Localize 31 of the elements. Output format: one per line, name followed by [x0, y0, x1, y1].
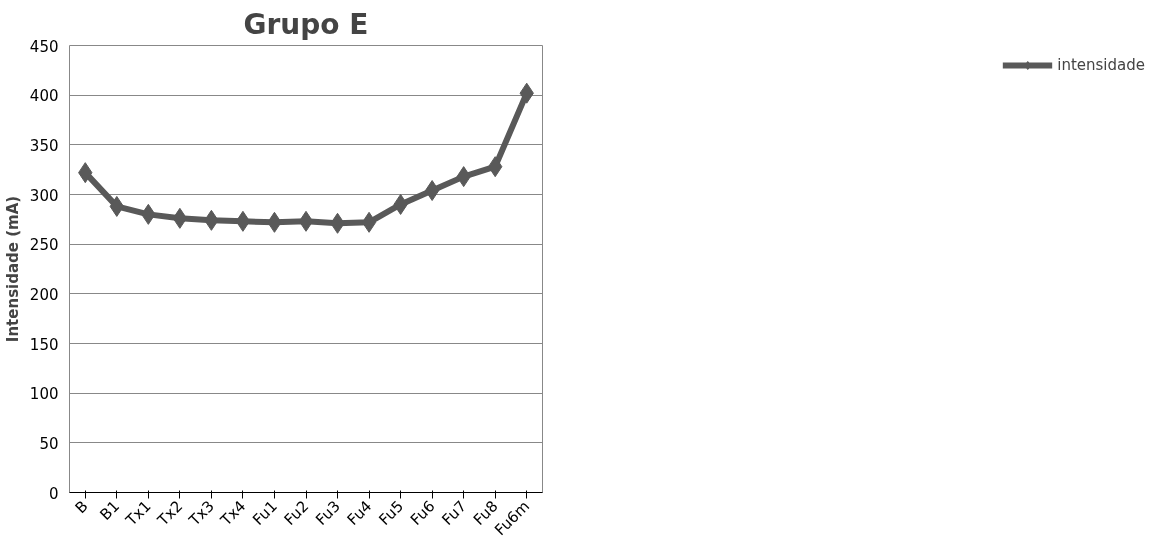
- y-tick-label: 400: [29, 87, 59, 106]
- y-tick-label: 50: [39, 434, 59, 453]
- point: [424, 180, 440, 202]
- x-tick-label: B1: [96, 497, 124, 524]
- x-tick-label: Fu2: [280, 497, 313, 529]
- y-tick-label: 100: [29, 385, 59, 404]
- y-tick-label: 450: [29, 37, 59, 56]
- x-tick-label: B: [71, 497, 92, 518]
- y-tick-label: 350: [29, 136, 59, 155]
- legend-label: intensidade: [1057, 56, 1145, 74]
- x-tick-label: Fu7: [438, 497, 471, 529]
- y-tick-label: 300: [29, 186, 59, 205]
- chart-title: Grupo E: [243, 7, 369, 41]
- x-tick-label: Tx3: [184, 497, 218, 531]
- x-tick-label: Fu1: [249, 497, 281, 529]
- y-tick-label: 250: [29, 236, 59, 255]
- point: [298, 210, 314, 232]
- x-tick-label: Tx4: [216, 497, 250, 531]
- x-tick-label: Fu6: [406, 497, 439, 529]
- x-tick-label: Fu3: [312, 497, 344, 529]
- x-tick-label: Fu5: [375, 497, 407, 529]
- point: [172, 207, 188, 229]
- point: [361, 211, 377, 233]
- y-tick-label: 200: [29, 285, 59, 304]
- x-tick-label: Fu4: [343, 497, 376, 529]
- point: [235, 210, 251, 232]
- x-tick-label: Tx2: [153, 497, 187, 531]
- y-tick-label: 0: [48, 484, 59, 503]
- y-tick-label: 150: [29, 335, 59, 354]
- y-axis-title: Intensidade (mA): [3, 195, 22, 343]
- x-tick-label: Tx1: [121, 497, 155, 531]
